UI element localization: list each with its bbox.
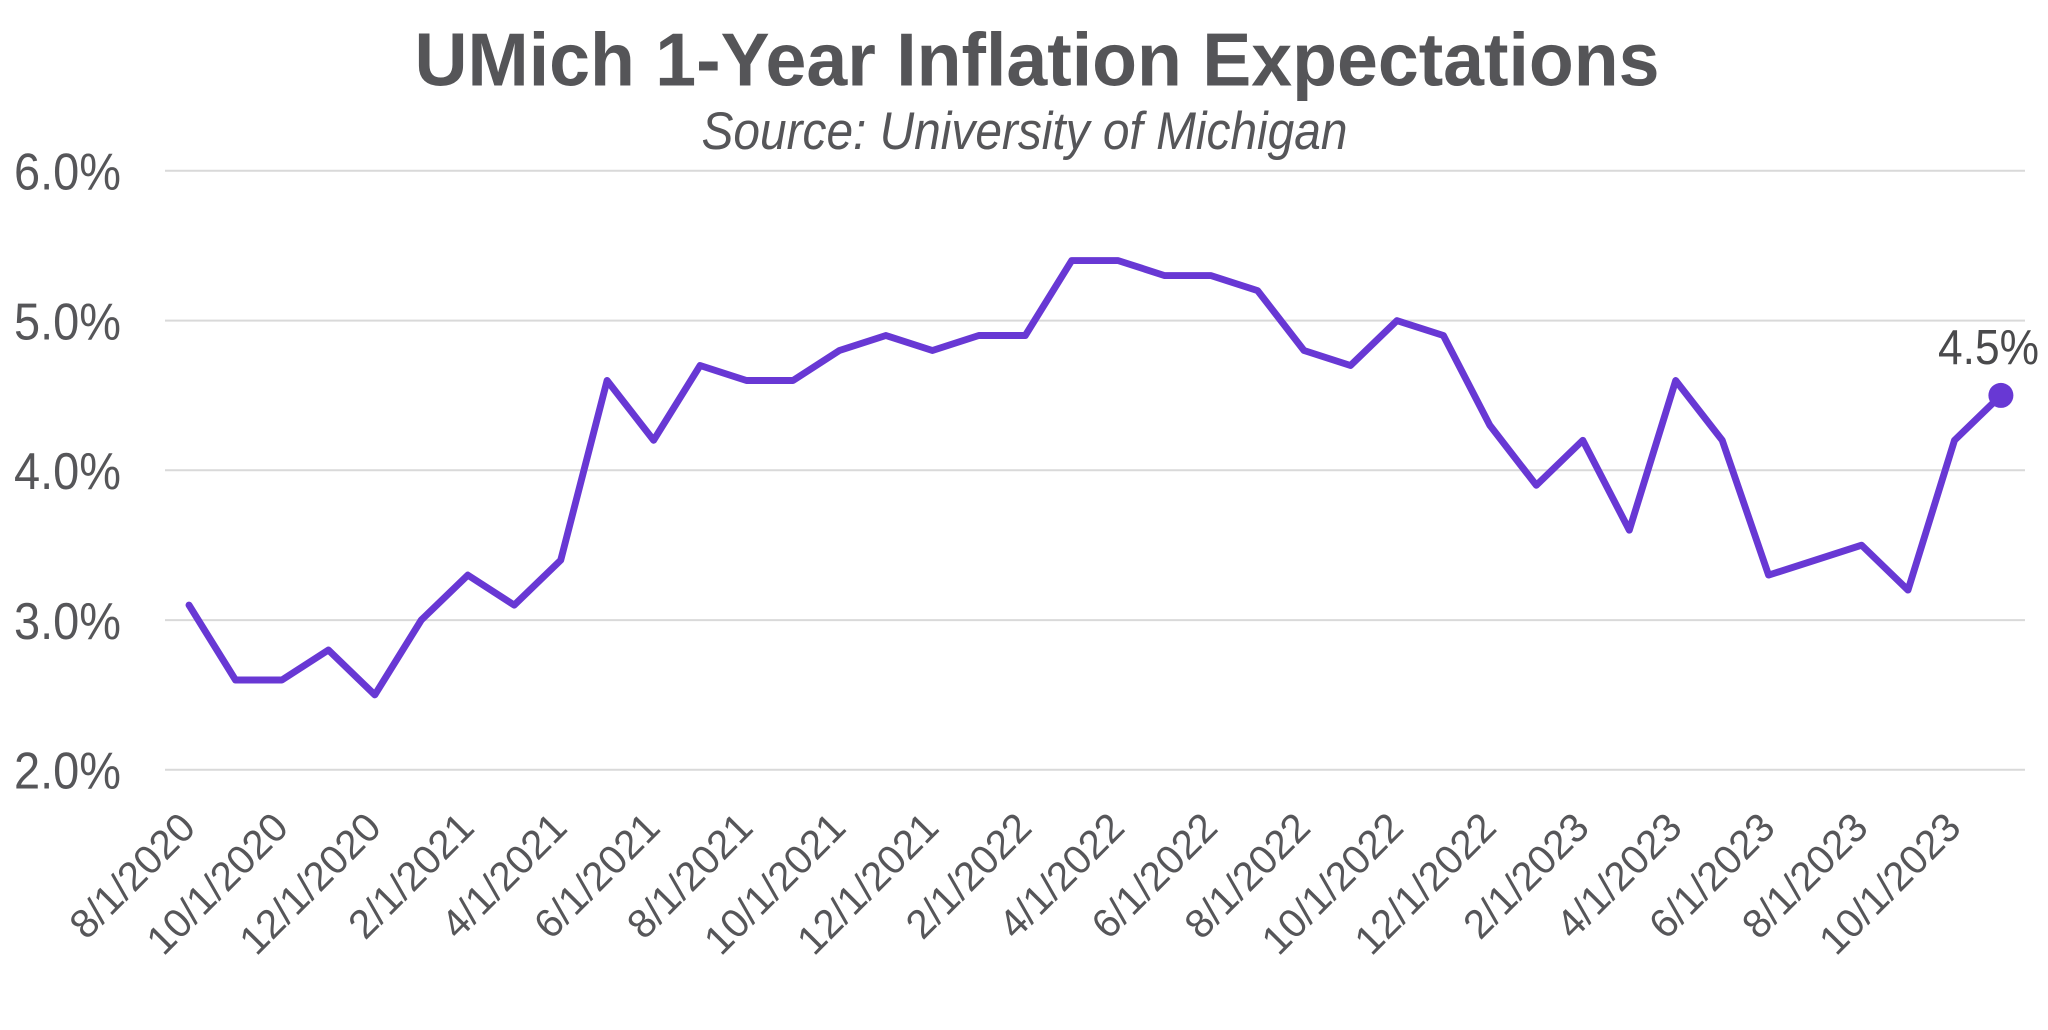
svg-text:6.0%: 6.0% — [14, 144, 121, 202]
svg-text:UMich 1-Year Inflation Expecta: UMich 1-Year Inflation Expectations — [415, 18, 1660, 102]
svg-text:3.0%: 3.0% — [14, 593, 121, 651]
svg-text:4.0%: 4.0% — [14, 443, 121, 501]
svg-text:5.0%: 5.0% — [14, 294, 121, 352]
svg-text:Source: University of Michigan: Source: University of Michigan — [702, 102, 1348, 161]
svg-text:2.0%: 2.0% — [14, 743, 121, 801]
svg-text:4.5%: 4.5% — [1938, 321, 2039, 375]
